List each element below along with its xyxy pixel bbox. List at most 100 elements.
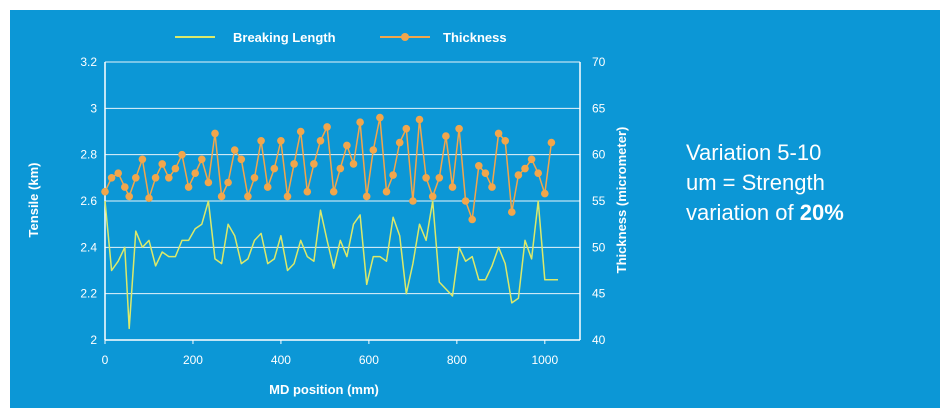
- thickness-point: [395, 138, 404, 147]
- thickness-point: [101, 187, 109, 196]
- y-tick-label: 2.8: [80, 148, 97, 162]
- thickness-point: [376, 113, 384, 122]
- chart-panel: [10, 10, 940, 408]
- thickness-point: [514, 171, 523, 179]
- thickness-point: [125, 192, 133, 201]
- thickness-point: [435, 174, 444, 182]
- legend-thickness-label: Thickness: [443, 30, 507, 45]
- thickness-point: [409, 197, 417, 205]
- thickness-point: [415, 115, 424, 124]
- annotation-highlight: 20%: [799, 200, 844, 225]
- thickness-point: [329, 187, 338, 196]
- thickness-point: [402, 124, 411, 133]
- thickness-point: [422, 174, 430, 182]
- x-tick-label: 0: [102, 353, 109, 367]
- thickness-point: [501, 137, 510, 145]
- annotation-text: Variation 5-10 um = Strength variation o…: [686, 138, 936, 228]
- thickness-point: [184, 183, 193, 191]
- thickness-point: [508, 208, 516, 216]
- y-axis-label: Tensile (km): [26, 163, 41, 238]
- y2-tick-label: 50: [592, 240, 606, 254]
- thickness-point: [475, 162, 483, 170]
- thickness-point: [303, 187, 312, 196]
- thickness-point: [290, 160, 298, 168]
- annotation-line-3-prefix: variation of: [686, 200, 800, 225]
- thickness-point: [191, 169, 199, 177]
- y-tick-label: 2.2: [80, 287, 97, 301]
- thickness-point: [382, 187, 391, 196]
- thickness-point: [114, 169, 122, 177]
- y-tick-label: 3: [90, 101, 97, 115]
- thickness-point: [343, 141, 351, 150]
- x-tick-label: 600: [359, 353, 379, 367]
- thickness-point: [455, 124, 463, 133]
- thickness-point: [389, 171, 397, 179]
- thickness-point: [211, 129, 219, 138]
- thickness-point: [442, 132, 450, 140]
- thickness-point: [316, 137, 325, 145]
- annotation-line-1: Variation 5-10: [686, 140, 822, 165]
- thickness-point: [541, 189, 549, 198]
- thickness-point: [336, 164, 345, 173]
- thickness-point: [534, 169, 542, 177]
- thickness-point: [145, 194, 153, 202]
- y2-tick-label: 60: [592, 148, 606, 162]
- thickness-point: [481, 169, 490, 177]
- y2-tick-label: 70: [592, 55, 606, 69]
- y-tick-label: 2.4: [80, 240, 97, 254]
- annotation-line-2: um = Strength: [686, 170, 825, 195]
- thickness-point: [198, 155, 206, 164]
- thickness-point: [521, 164, 529, 173]
- thickness-point: [461, 197, 470, 205]
- legend-breaking-length-label: Breaking Length: [233, 30, 336, 45]
- thickness-point: [138, 155, 147, 164]
- thickness-point: [217, 192, 226, 201]
- y2-tick-label: 65: [592, 101, 606, 115]
- thickness-point: [230, 146, 239, 154]
- thickness-point: [165, 174, 173, 182]
- thickness-point: [158, 160, 166, 168]
- x-tick-label: 1000: [531, 353, 558, 367]
- thickness-point: [132, 174, 140, 182]
- thickness-point: [277, 137, 285, 145]
- thickness-point: [107, 174, 116, 182]
- thickness-point: [244, 192, 252, 201]
- thickness-point: [488, 183, 496, 191]
- thickness-point: [349, 160, 358, 168]
- thickness-point: [428, 192, 437, 201]
- thickness-point: [356, 118, 364, 126]
- breaking-length-line: [104, 200, 558, 330]
- thickness-point: [547, 138, 556, 147]
- thickness-point: [121, 183, 129, 191]
- thickness-point: [250, 174, 259, 182]
- annotation-line-3: variation of 20%: [686, 198, 936, 228]
- thickness-point: [257, 137, 265, 145]
- thickness-point: [263, 183, 272, 191]
- thickness-point: [270, 164, 279, 173]
- thickness-point: [204, 178, 213, 187]
- x-axis-label: MD position (mm): [269, 382, 379, 397]
- x-tick-label: 200: [183, 353, 203, 367]
- thickness-point: [362, 192, 371, 201]
- thickness-point: [178, 150, 186, 159]
- legend-thickness-marker: [401, 33, 409, 41]
- thickness-point: [527, 155, 536, 164]
- y-tick-label: 2: [90, 333, 97, 347]
- thickness-point: [296, 127, 305, 136]
- y-tick-label: 3.2: [80, 55, 97, 69]
- y2-tick-label: 55: [592, 194, 606, 208]
- thickness-point: [310, 160, 318, 168]
- thickness-point: [448, 183, 457, 191]
- y2-tick-label: 45: [592, 287, 606, 301]
- axes: 2 2.2 2.4 2.6 2.8 3 3.2 40 45 50 55 60 65 70 0 200 400 60…: [80, 55, 605, 367]
- thickness-point: [171, 164, 180, 173]
- series: [101, 113, 558, 330]
- x-tick-label: 800: [447, 353, 467, 367]
- legend: Breaking Length Thickness: [175, 30, 507, 45]
- y2-axis-label: Thickness (micrometer): [614, 127, 629, 274]
- thickness-point: [369, 146, 378, 154]
- thickness-point: [151, 174, 160, 182]
- y-tick-label: 2.6: [80, 194, 97, 208]
- thickness-point: [237, 155, 246, 164]
